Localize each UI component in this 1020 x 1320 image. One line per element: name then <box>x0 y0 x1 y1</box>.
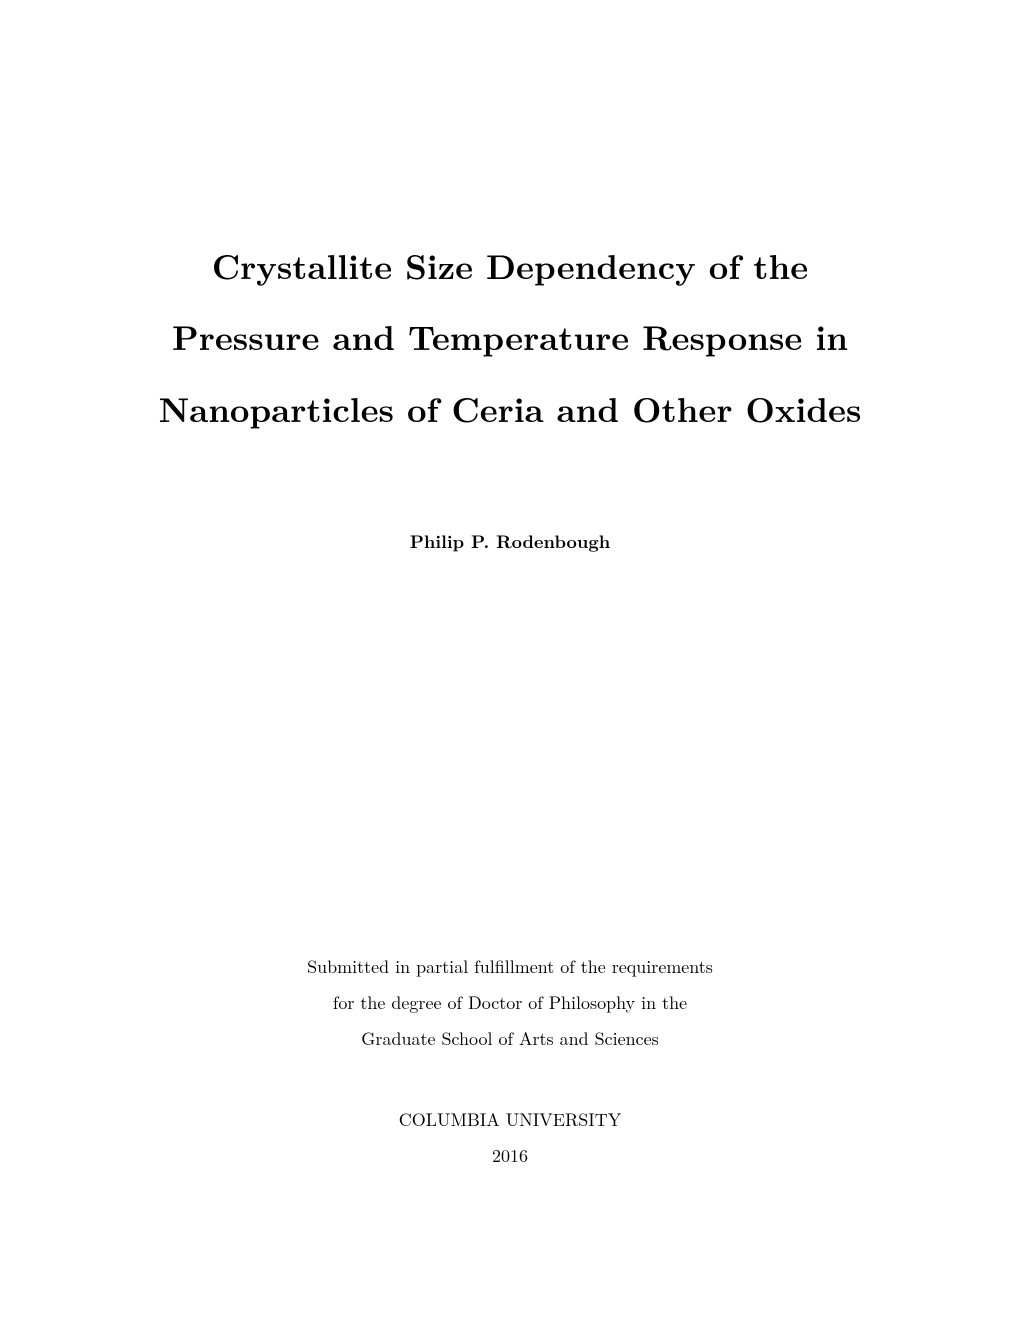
title-line-2: Pressure and Temperature Response in <box>95 301 925 372</box>
university-name: COLUMBIA UNIVERSITY <box>95 1102 925 1138</box>
submission-line-3: Graduate School of Arts and Sciences <box>95 1021 925 1057</box>
submission-line-2: for the degree of Doctor of Philosophy i… <box>95 985 925 1021</box>
author-block: Philip P. Rodenbough <box>95 529 925 554</box>
author-name: Philip P. Rodenbough <box>95 529 925 554</box>
title-line-1: Crystallite Size Dependency of the <box>95 230 925 301</box>
year: 2016 <box>95 1138 925 1174</box>
university-block: COLUMBIA UNIVERSITY 2016 <box>95 1102 925 1174</box>
title-line-3: Nanoparticles of Ceria and Other Oxides <box>95 373 925 444</box>
title-block: Crystallite Size Dependency of the Press… <box>95 230 925 444</box>
submission-block: Submitted in partial fulfillment of the … <box>95 949 925 1057</box>
submission-line-1: Submitted in partial fulfillment of the … <box>95 949 925 985</box>
